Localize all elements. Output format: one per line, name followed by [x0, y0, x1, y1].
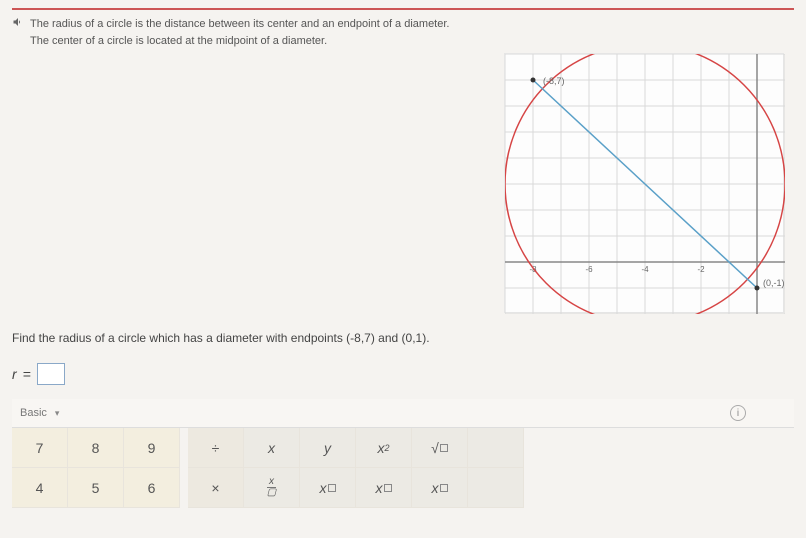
- key-blank-1[interactable]: [468, 428, 524, 468]
- key-x-squared[interactable]: x2: [356, 428, 412, 468]
- key-blank-2[interactable]: [468, 468, 524, 508]
- answer-var: r: [12, 366, 17, 382]
- key-4[interactable]: 4: [12, 468, 68, 508]
- key-9[interactable]: 9: [124, 428, 180, 468]
- keypad-mode-selector[interactable]: Basic: [20, 407, 47, 419]
- key-7[interactable]: 7: [12, 428, 68, 468]
- circle-graph: -8-6-4-2(-8,7)(0,-1): [504, 53, 784, 313]
- question-prompt: Find the radius of a circle which has a …: [12, 331, 794, 345]
- key-fraction[interactable]: x▢: [244, 468, 300, 508]
- svg-text:-6: -6: [585, 265, 593, 274]
- hint-text-1: The radius of a circle is the distance b…: [30, 18, 449, 30]
- key-x[interactable]: x: [244, 428, 300, 468]
- key-x-power[interactable]: x: [356, 468, 412, 508]
- key-x-sub[interactable]: x: [300, 468, 356, 508]
- key-divide[interactable]: ÷: [188, 428, 244, 468]
- answer-row: r =: [12, 363, 794, 385]
- svg-text:-2: -2: [697, 265, 705, 274]
- svg-text:(0,-1): (0,-1): [763, 278, 785, 288]
- info-icon[interactable]: i: [730, 405, 746, 421]
- key-8[interactable]: 8: [68, 428, 124, 468]
- key-y[interactable]: y: [300, 428, 356, 468]
- audio-icon[interactable]: [12, 16, 24, 31]
- keypad: 789456 ÷xyx2√×x▢xxx: [12, 428, 794, 508]
- hint-text-2: The center of a circle is located at the…: [30, 35, 327, 47]
- key-multiply[interactable]: ×: [188, 468, 244, 508]
- key-sqrt[interactable]: √: [412, 428, 468, 468]
- key-6[interactable]: 6: [124, 468, 180, 508]
- key-x-root[interactable]: x: [412, 468, 468, 508]
- chevron-down-icon[interactable]: ▾: [55, 408, 60, 419]
- answer-equals: =: [23, 366, 31, 382]
- key-5[interactable]: 5: [68, 468, 124, 508]
- svg-text:(-8,7): (-8,7): [543, 76, 565, 86]
- answer-input[interactable]: [37, 363, 65, 385]
- svg-text:-4: -4: [641, 265, 649, 274]
